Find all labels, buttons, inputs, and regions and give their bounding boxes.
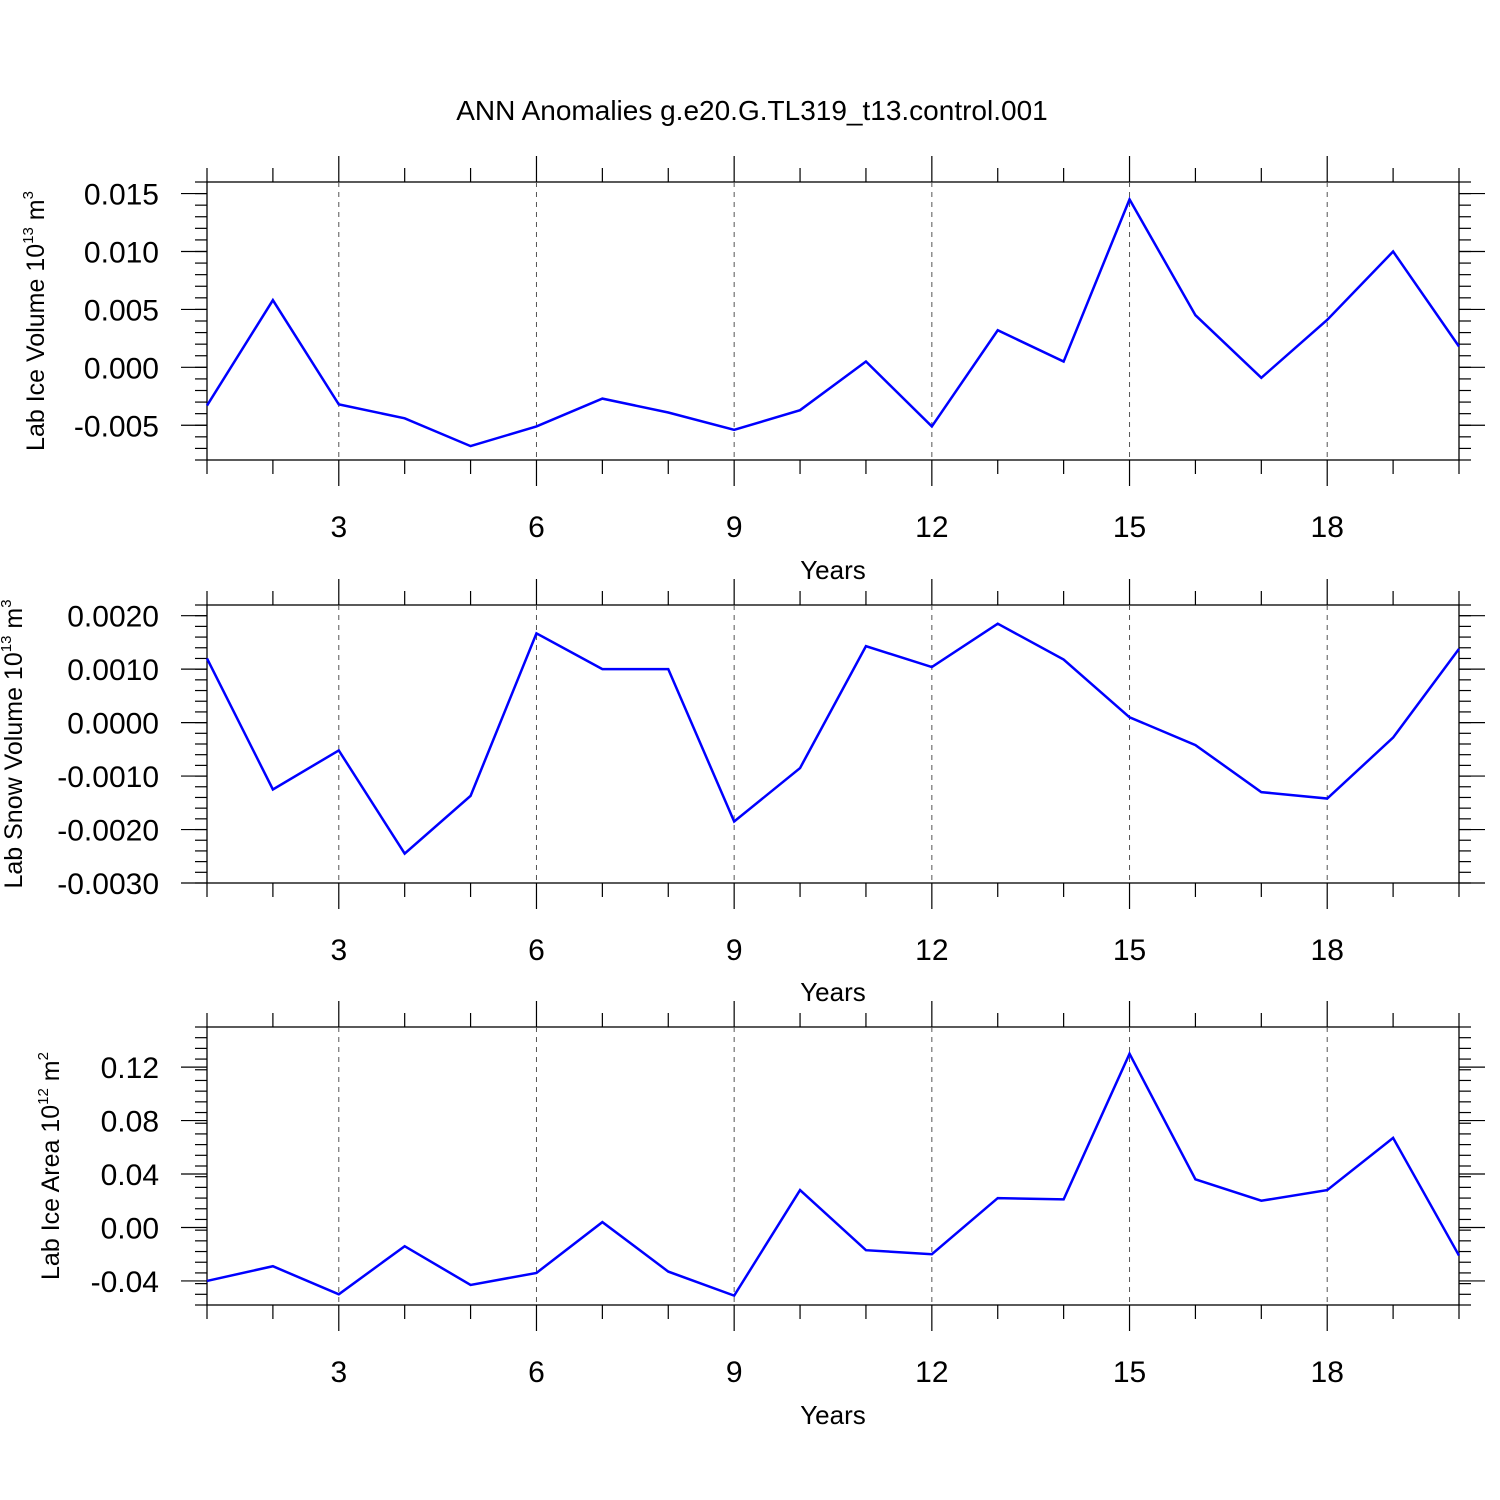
x-tick-label: 3 bbox=[330, 934, 347, 967]
x-tick-label: 18 bbox=[1311, 934, 1344, 967]
y-tick-label: 0.0000 bbox=[67, 708, 159, 741]
y-tick-label: 0.00 bbox=[101, 1212, 159, 1245]
x-tick-label: 12 bbox=[915, 934, 948, 967]
y-tick-label: 0.005 bbox=[84, 294, 159, 327]
x-grid bbox=[338, 605, 1328, 883]
x-tick-label: 9 bbox=[726, 934, 743, 967]
snow-volume-line bbox=[205, 622, 1461, 856]
x-tick-label: 3 bbox=[330, 1356, 347, 1389]
y-tick-labels: -0.04 0.00 0.04 0.08 0.12 bbox=[91, 1052, 159, 1299]
y-tick-labels: -0.0030 -0.0020 -0.0010 0.0000 0.0010 0.0020 bbox=[57, 601, 159, 901]
y-tick-label: -0.0010 bbox=[57, 761, 159, 794]
ice-volume-line bbox=[205, 196, 1461, 448]
y-tick-label: 0.000 bbox=[84, 352, 159, 385]
plot-frame bbox=[206, 604, 1460, 884]
x-grid bbox=[338, 182, 1328, 460]
y-tick-label: 0.12 bbox=[101, 1052, 159, 1085]
ice-area-line bbox=[206, 1050, 1461, 1298]
x-tick-label: 18 bbox=[1311, 511, 1344, 544]
y-tick-label: -0.005 bbox=[74, 410, 159, 443]
plot-frame bbox=[206, 1026, 1460, 1306]
x-tick-label: 18 bbox=[1311, 1356, 1344, 1389]
y-axis-label: Lab Snow Volume 1013 m3 bbox=[0, 599, 28, 888]
plot-frame bbox=[206, 181, 1460, 461]
y-axis-label: Lab Ice Area 1012 m2 bbox=[35, 1052, 65, 1280]
x-tick-label: 9 bbox=[726, 1356, 743, 1389]
ice-volume-panel: -0.005 0.000 0.005 0.010 0.015 3 6 9 12 15 18 Yea… bbox=[20, 156, 1485, 585]
x-axis-label: Years bbox=[800, 977, 866, 1007]
y-tick-label: -0.0020 bbox=[57, 815, 159, 848]
y-tick-label: 0.0010 bbox=[67, 654, 159, 687]
y-tick-label: 0.010 bbox=[84, 237, 159, 270]
y-tick-labels: -0.005 0.000 0.005 0.010 0.015 bbox=[74, 179, 159, 444]
y-tick-label: 0.04 bbox=[101, 1159, 159, 1192]
x-grid bbox=[338, 1027, 1328, 1305]
x-axis-label: Years bbox=[800, 555, 866, 585]
chart-title: ANN Anomalies g.e20.G.TL319_t13.control.… bbox=[456, 95, 1047, 126]
axis-ticks bbox=[181, 1001, 1485, 1331]
snow-volume-panel: -0.0030-0.0020-0.00100.00000.00100.0020 … bbox=[0, 579, 1485, 1007]
x-tick-label: 9 bbox=[726, 511, 743, 544]
x-tick-label: 3 bbox=[330, 511, 347, 544]
y-tick-label: 0.015 bbox=[84, 179, 159, 212]
x-tick-label: 12 bbox=[915, 1356, 948, 1389]
x-tick-label: 15 bbox=[1113, 1356, 1146, 1389]
y-tick-label: -0.04 bbox=[91, 1266, 159, 1299]
x-tick-labels: 3 6 9 12 15 18 bbox=[330, 511, 1343, 544]
x-tick-label: 6 bbox=[528, 1356, 545, 1389]
axis-ticks bbox=[181, 156, 1485, 486]
x-tick-label: 15 bbox=[1113, 934, 1146, 967]
ice-area-panel: -0.04 0.00 0.04 0.08 0.12 3 6 9 12 15 18 Years La… bbox=[35, 1001, 1485, 1430]
x-tick-labels: 3 6 9 12 15 18 bbox=[330, 934, 1343, 967]
y-tick-label: 0.0020 bbox=[67, 601, 159, 634]
y-tick-label: -0.0030 bbox=[57, 868, 159, 901]
y-axis-label: Lab Ice Volume 1013 m3 bbox=[20, 191, 50, 451]
x-tick-label: 15 bbox=[1113, 511, 1146, 544]
x-axis-label: Years bbox=[800, 1400, 866, 1430]
x-tick-label: 6 bbox=[528, 934, 545, 967]
x-tick-label: 12 bbox=[915, 511, 948, 544]
x-tick-labels: 3 6 9 12 15 18 bbox=[330, 1356, 1343, 1389]
y-tick-label: 0.08 bbox=[101, 1106, 159, 1139]
x-tick-label: 6 bbox=[528, 511, 545, 544]
axis-ticks bbox=[181, 579, 1485, 909]
